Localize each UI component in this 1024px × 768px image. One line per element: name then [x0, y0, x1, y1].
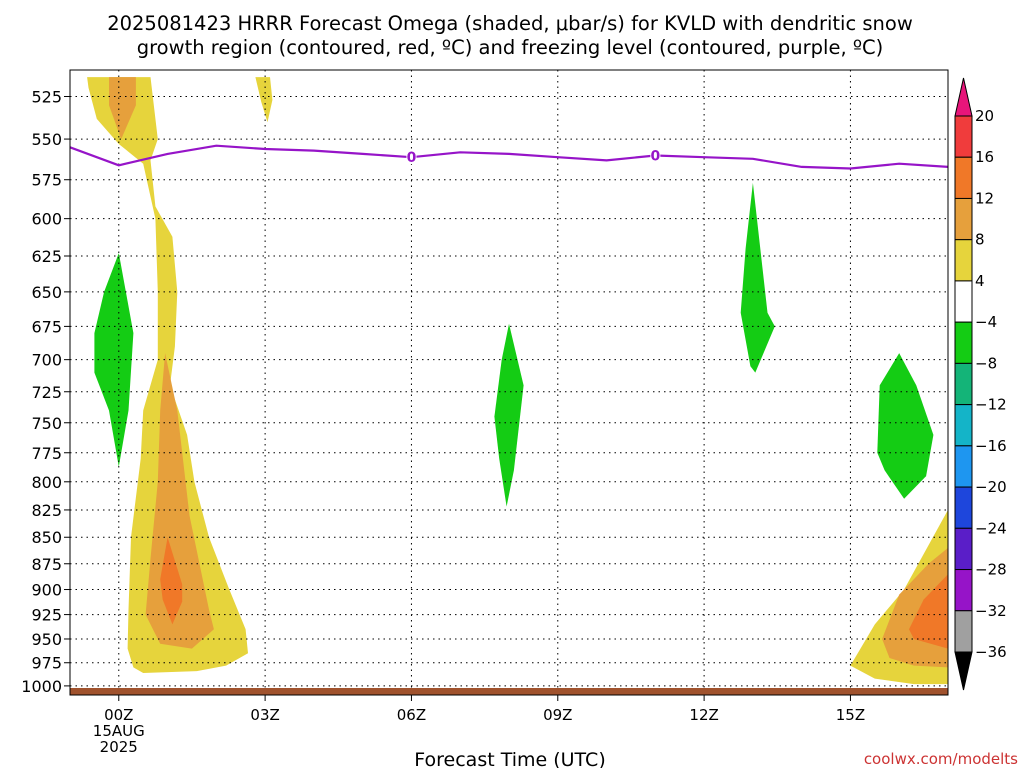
colorbar-label-6: −8	[975, 354, 997, 372]
colorbar: 20 16 12 8 4 −4 −8 −12 −16 −20 −24 −28 −32 −36	[954, 77, 1007, 691]
colorbar-label-12: −32	[975, 602, 1007, 620]
y-tick-label-600: 600	[31, 210, 62, 229]
x-tick-label-06Z: 06Z	[397, 706, 426, 724]
colorbar-label-11: −28	[975, 561, 1007, 579]
omega-region-3	[109, 77, 136, 140]
omega-region-10	[740, 182, 775, 373]
freezing-level-line	[70, 144, 948, 170]
colorbar-label-4: 4	[975, 272, 985, 290]
colorbar-segment-11	[954, 569, 973, 612]
x-axis-time-ticks: 00Z 03Z 06Z 09Z 12Z 15Z	[104, 695, 865, 724]
ground-level-bar	[70, 688, 948, 695]
x-tick-label-00Z: 00Z	[104, 706, 133, 724]
y-tick-label-700: 700	[31, 351, 62, 370]
colorbar-segment-12	[954, 610, 973, 653]
colorbar-segment-6	[954, 362, 973, 406]
omega-region-8	[94, 253, 134, 467]
colorbar-label-0: 20	[975, 107, 994, 125]
freezing-level-label-1: 0	[650, 149, 660, 165]
colorbar-label-9: −20	[975, 478, 1007, 496]
colorbar-segment-10	[954, 527, 973, 571]
x-tick-label-09Z: 09Z	[543, 706, 572, 724]
freezing-label-bg-1	[650, 147, 661, 163]
colorbar-label-8: −16	[975, 437, 1007, 455]
x-tick-label-12Z: 12Z	[689, 706, 718, 724]
y-tick-label-525: 525	[31, 88, 62, 107]
y-tick-label-675: 675	[31, 317, 62, 336]
freezing-label-bg-0	[406, 149, 417, 165]
colorbar-segment-5	[954, 321, 973, 364]
x-date-label-year: 2025	[100, 738, 138, 756]
y-tick-label-725: 725	[31, 383, 62, 402]
colorbar-segment-9	[954, 486, 973, 529]
colorbar-label-7: −12	[975, 396, 1007, 414]
shaded-omega-regions	[87, 77, 948, 685]
colorbar-label-10: −24	[975, 519, 1007, 537]
colorbar-label-13: −36	[975, 643, 1007, 661]
freezing-level-label-0: 0	[407, 150, 417, 166]
y-tick-label-1000: 1000	[21, 677, 62, 696]
y-tick-label-925: 925	[31, 606, 62, 625]
colorbar-label-5: −4	[975, 313, 997, 331]
x-axis-label: Forecast Time (UTC)	[414, 749, 605, 768]
y-tick-label-900: 900	[31, 581, 62, 600]
omega-region-1	[255, 77, 273, 123]
y-tick-label-550: 550	[31, 130, 62, 149]
colorbar-segment-2	[954, 197, 973, 241]
y-tick-label-800: 800	[31, 473, 62, 492]
colorbar-segment-3	[954, 239, 973, 282]
colorbar-segment-1	[954, 156, 973, 199]
y-tick-label-950: 950	[31, 630, 62, 649]
y-tick-label-575: 575	[31, 171, 62, 190]
colorbar-label-3: 8	[975, 231, 985, 249]
colorbar-label-2: 12	[975, 189, 994, 207]
colorbar-segment-4	[954, 280, 973, 323]
x-date-label-day: 15AUG	[93, 722, 145, 740]
colorbar-label-1: 16	[975, 148, 994, 166]
plot-frame	[69, 69, 949, 696]
y-tick-label-850: 850	[31, 528, 62, 547]
title-line-1: 2025081423 HRRR Forecast Omega (shaded, …	[107, 12, 913, 35]
x-tick-label-15Z: 15Z	[836, 706, 865, 724]
colorbar-top-arrow	[954, 77, 973, 117]
y-tick-label-625: 625	[31, 247, 62, 266]
y-tick-label-975: 975	[31, 654, 62, 673]
grid-lines	[70, 70, 948, 695]
watermark: coolwx.com/modelts	[864, 750, 1018, 768]
omega-region-11	[877, 353, 934, 499]
colorbar-segment-0	[954, 115, 973, 158]
omega-region-7	[909, 574, 948, 649]
y-tick-label-875: 875	[31, 555, 62, 574]
y-tick-label-750: 750	[31, 414, 62, 433]
y-axis-pressure-ticks: 525 550 575 600 625 650 675 700 725 750 775 800 825 8…	[21, 88, 70, 696]
title-line-2: growth region (contoured, red, ºC) and f…	[137, 36, 884, 59]
omega-region-6	[160, 537, 183, 625]
colorbar-bottom-arrow	[954, 651, 973, 691]
colorbar-segment-7	[954, 404, 973, 447]
chart-title: 2025081423 HRRR Forecast Omega (shaded, …	[107, 12, 913, 59]
x-tick-label-03Z: 03Z	[250, 706, 279, 724]
y-tick-label-650: 650	[31, 283, 62, 302]
omega-region-9	[494, 323, 524, 507]
colorbar-segment-8	[954, 445, 973, 488]
y-tick-label-825: 825	[31, 501, 62, 520]
y-tick-label-775: 775	[31, 444, 62, 463]
